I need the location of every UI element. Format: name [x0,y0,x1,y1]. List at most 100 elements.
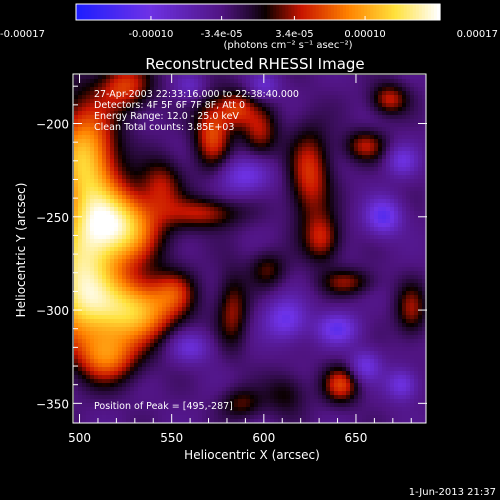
heatmap-cell [266,123,271,128]
heatmap-cell [78,223,83,228]
colorbar-segment [91,4,95,20]
heatmap-cell [274,231,279,236]
heatmap-cell [210,255,215,260]
heatmap-cell [142,87,147,92]
heatmap-cell [178,79,183,84]
heatmap-cell [306,259,311,264]
heatmap-cell [90,215,95,220]
heatmap-cell [414,179,419,184]
heatmap-cell [414,103,419,108]
heatmap-cell [230,131,235,136]
heatmap-cell [98,139,103,144]
heatmap-cell [374,143,379,148]
heatmap-cell [342,131,347,136]
heatmap-cell [422,243,427,248]
heatmap-cell [322,131,327,136]
heatmap-cell [246,203,251,208]
heatmap-cell [278,187,283,192]
heatmap-cell [146,199,151,204]
heatmap-cell [370,251,375,256]
heatmap-cell [238,155,243,160]
heatmap-cell [290,127,295,132]
heatmap-cell [210,267,215,272]
heatmap-cell [350,243,355,248]
heatmap-cell [222,179,227,184]
heatmap-cell [362,99,367,104]
heatmap-cell [258,243,263,248]
heatmap-cell [390,131,395,136]
heatmap-cell [298,283,303,288]
heatmap-cell [110,279,115,284]
heatmap-cell [222,219,227,224]
heatmap-cell [358,199,363,204]
heatmap-cell [278,231,283,236]
heatmap-cell [74,275,79,280]
heatmap-cell [322,87,327,92]
heatmap-cell [190,291,195,296]
heatmap-cell [286,107,291,112]
heatmap-cell [338,155,343,160]
heatmap-cell [182,203,187,208]
heatmap-cell [222,271,227,276]
heatmap-cell [234,75,239,80]
heatmap-cell [238,219,243,224]
heatmap-cell [362,223,367,228]
heatmap-cell [314,115,319,120]
heatmap-cell [342,235,347,240]
heatmap-cell [302,223,307,228]
heatmap-cell [146,167,151,172]
heatmap-cell [342,111,347,116]
heatmap-cell [394,275,399,280]
heatmap-cell [178,255,183,260]
heatmap-cell [262,223,267,228]
heatmap-cell [282,111,287,116]
heatmap-cell [222,103,227,108]
heatmap-cell [278,171,283,176]
heatmap-cell [110,95,115,100]
heatmap-cell [338,279,343,284]
heatmap-cell [374,107,379,112]
heatmap-cell [274,267,279,272]
heatmap-cell [398,91,403,96]
heatmap-cell [402,291,407,296]
heatmap-cell [190,163,195,168]
heatmap-cell [258,255,263,260]
heatmap-cell [342,211,347,216]
heatmap-cell [198,259,203,264]
heatmap-cell [366,291,371,296]
heatmap-cell [318,123,323,128]
heatmap-cell [362,243,367,248]
heatmap-cell [330,279,335,284]
heatmap-cell [294,103,299,108]
heatmap-cell [278,215,283,220]
heatmap-cell [258,199,263,204]
heatmap-cell [366,115,371,120]
heatmap-cell [254,75,259,80]
heatmap-cell [422,119,427,124]
heatmap-cell [278,251,283,256]
heatmap-cell [302,79,307,84]
heatmap-cell [274,123,279,128]
heatmap-cell [158,263,163,268]
heatmap-cell [174,159,179,164]
heatmap-cell [370,135,375,140]
heatmap-cell [254,175,259,180]
heatmap-cell [178,95,183,100]
heatmap-cell [366,283,371,288]
heatmap-cell [354,159,359,164]
heatmap-cell [222,111,227,116]
heatmap-cell [254,159,259,164]
heatmap-cell [210,103,215,108]
heatmap-cell [374,207,379,212]
heatmap-cell [278,119,283,124]
heatmap-cell [86,275,91,280]
heatmap-cell [330,227,335,232]
heatmap-cell [198,283,203,288]
heatmap-cell [218,227,223,232]
heatmap-cell [98,271,103,276]
heatmap-cell [234,227,239,232]
heatmap-cell [102,199,107,204]
heatmap-cell [182,187,187,192]
heatmap-cell [346,243,351,248]
heatmap-cell [106,275,111,280]
